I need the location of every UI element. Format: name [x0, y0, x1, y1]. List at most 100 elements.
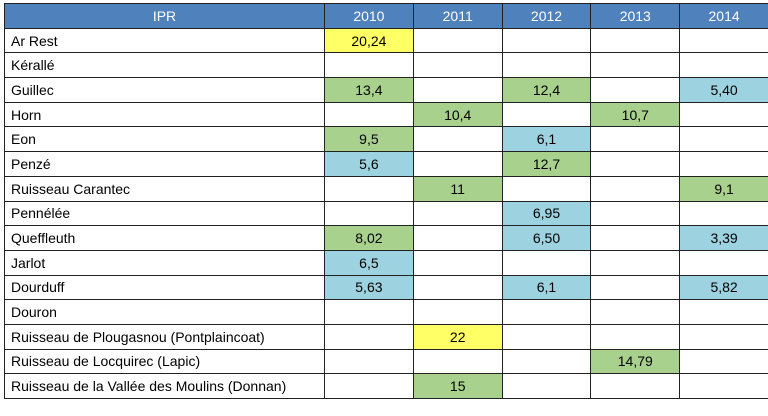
table-row: Pennélée 6,95: [4, 200, 768, 227]
value-cell-2014: [679, 299, 768, 325]
value-cell-2013: [590, 200, 681, 227]
value-cell-2010: 9,5: [324, 126, 414, 153]
value-cell-2011: [412, 299, 503, 325]
row-label: Queffleuth: [4, 225, 325, 251]
value-cell-2010: 13,4: [324, 77, 414, 103]
value-cell-2012: [501, 101, 592, 128]
table-row: Ruisseau de Locquirec (Lapic) 14,79: [4, 348, 768, 375]
value-cell-2011: [412, 225, 503, 251]
table-row: Ruisseau Carantec 11 9,1: [4, 175, 768, 202]
row-label: Jarlot: [4, 249, 325, 276]
value-cell-2010: [324, 52, 414, 79]
value-cell-2010: [324, 323, 414, 350]
value-cell-2011: 22: [412, 323, 503, 350]
value-cell-2013: [590, 151, 681, 177]
value-cell-2010: [324, 348, 414, 375]
value-cell-2013: [590, 299, 681, 325]
value-cell-2010: 20,24: [324, 27, 414, 54]
value-cell-2012: 6,1: [501, 274, 592, 301]
header-row: IPR 2010 2011 2012 2013 2014: [4, 3, 768, 29]
header-cell-2014: 2014: [679, 3, 768, 29]
table-row: Eon 9,5 6,1: [4, 126, 768, 153]
value-cell-2014: 5,40: [679, 77, 768, 103]
value-cell-2014: [679, 200, 768, 227]
table-row: Queffleuth 8,02 6,50 3,39: [4, 225, 768, 251]
table-row: Kérallé: [4, 52, 768, 79]
value-cell-2014: [679, 348, 768, 375]
row-label: Ruisseau de Locquirec (Lapic): [4, 348, 325, 375]
value-cell-2011: [412, 249, 503, 276]
table-row: Penzé 5,6 12,7: [4, 151, 768, 177]
value-cell-2013: [590, 175, 681, 202]
value-cell-2014: [679, 151, 768, 177]
value-cell-2011: 11: [412, 175, 503, 202]
table-header: IPR 2010 2011 2012 2013 2014: [4, 3, 768, 29]
header-cell-ipr: IPR: [4, 3, 325, 29]
table-row: Jarlot 6,5: [4, 249, 768, 276]
header-cell-2011: 2011: [412, 3, 503, 29]
value-cell-2013: [590, 126, 681, 153]
value-cell-2013: [590, 274, 681, 301]
row-label: Horn: [4, 101, 325, 128]
value-cell-2013: [590, 373, 681, 399]
value-cell-2010: 6,5: [324, 249, 414, 276]
value-cell-2013: [590, 27, 681, 54]
value-cell-2011: 15: [412, 373, 503, 399]
row-label: Kérallé: [4, 52, 325, 79]
row-label: Eon: [4, 126, 325, 153]
header-cell-2012: 2012: [501, 3, 592, 29]
table-row: Ar Rest 20,24: [4, 27, 768, 54]
value-cell-2011: [412, 27, 503, 54]
table-body: Ar Rest 20,24 Kérallé Guillec 13,4 12,4 5,40 Ho…: [4, 27, 768, 399]
header-cell-2010: 2010: [324, 3, 414, 29]
value-cell-2010: [324, 200, 414, 227]
value-cell-2010: [324, 175, 414, 202]
value-cell-2012: 12,4: [501, 77, 592, 103]
value-cell-2014: 3,39: [679, 225, 768, 251]
row-label: Guillec: [4, 77, 325, 103]
value-cell-2012: 6,50: [501, 225, 592, 251]
value-cell-2010: 8,02: [324, 225, 414, 251]
value-cell-2011: [412, 77, 503, 103]
value-cell-2011: [412, 200, 503, 227]
value-cell-2014: [679, 323, 768, 350]
value-cell-2014: 9,1: [679, 175, 768, 202]
value-cell-2014: [679, 373, 768, 399]
row-label: Pennélée: [4, 200, 325, 227]
ipr-table: IPR 2010 2011 2012 2013 2014 Ar Rest 20,2…: [4, 3, 768, 399]
value-cell-2012: 6,1: [501, 126, 592, 153]
value-cell-2014: [679, 126, 768, 153]
header-cell-2013: 2013: [590, 3, 681, 29]
value-cell-2012: [501, 249, 592, 276]
value-cell-2010: [324, 101, 414, 128]
row-label: Ruisseau de la Vallée des Moulins (Donna…: [4, 373, 325, 399]
value-cell-2010: [324, 373, 414, 399]
table-row: Ruisseau de la Vallée des Moulins (Donna…: [4, 373, 768, 399]
table-row: Guillec 13,4 12,4 5,40: [4, 77, 768, 103]
value-cell-2010: 5,63: [324, 274, 414, 301]
value-cell-2012: [501, 175, 592, 202]
row-label: Douron: [4, 299, 325, 325]
value-cell-2014: 5,82: [679, 274, 768, 301]
value-cell-2011: [412, 52, 503, 79]
value-cell-2013: 14,79: [590, 348, 681, 375]
value-cell-2012: [501, 52, 592, 79]
value-cell-2013: [590, 225, 681, 251]
row-label: Ar Rest: [4, 27, 325, 54]
value-cell-2012: 12,7: [501, 151, 592, 177]
row-label: Penzé: [4, 151, 325, 177]
value-cell-2012: [501, 323, 592, 350]
table-row: Ruisseau de Plougasnou (Pontplaincoat) 22: [4, 323, 768, 350]
value-cell-2013: [590, 323, 681, 350]
table-row: Horn 10,4 10,7: [4, 101, 768, 128]
row-label: Dourduff: [4, 274, 325, 301]
value-cell-2012: 6,95: [501, 200, 592, 227]
value-cell-2014: [679, 27, 768, 54]
table-row: Dourduff 5,63 6,1 5,82: [4, 274, 768, 301]
value-cell-2011: 10,4: [412, 101, 503, 128]
value-cell-2014: [679, 52, 768, 79]
table-row: Douron: [4, 299, 768, 325]
value-cell-2012: [501, 348, 592, 375]
value-cell-2010: [324, 299, 414, 325]
value-cell-2011: [412, 126, 503, 153]
